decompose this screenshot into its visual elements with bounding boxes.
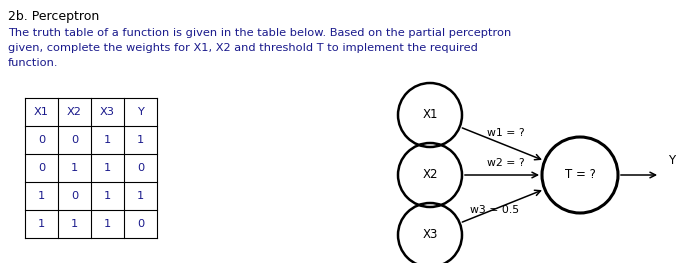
Text: w1 = ?: w1 = ? — [487, 128, 525, 138]
Text: 1: 1 — [137, 191, 144, 201]
Text: T = ?: T = ? — [565, 169, 595, 181]
Text: X2: X2 — [422, 169, 438, 181]
Text: 1: 1 — [104, 191, 111, 201]
Text: X2: X2 — [67, 107, 82, 117]
Text: w3 = 0.5: w3 = 0.5 — [470, 205, 519, 215]
Text: w2 = ?: w2 = ? — [487, 158, 525, 168]
Text: 0: 0 — [38, 163, 45, 173]
Text: X1: X1 — [34, 107, 49, 117]
Text: function.: function. — [8, 58, 59, 68]
Text: 1: 1 — [137, 135, 144, 145]
Text: 0: 0 — [71, 135, 78, 145]
Text: 1: 1 — [71, 219, 78, 229]
Text: 1: 1 — [71, 163, 78, 173]
Text: given, complete the weights for X1, X2 and threshold T to implement the required: given, complete the weights for X1, X2 a… — [8, 43, 478, 53]
Text: 1: 1 — [38, 219, 45, 229]
Text: 1: 1 — [104, 219, 111, 229]
Text: X3: X3 — [100, 107, 115, 117]
Text: X3: X3 — [422, 229, 437, 241]
Text: The truth table of a function is given in the table below. Based on the partial : The truth table of a function is given i… — [8, 28, 511, 38]
Text: 0: 0 — [137, 163, 144, 173]
Text: 2b. Perceptron: 2b. Perceptron — [8, 10, 99, 23]
Text: X1: X1 — [422, 109, 438, 122]
Text: Y: Y — [137, 107, 144, 117]
Text: 0: 0 — [137, 219, 144, 229]
Text: 0: 0 — [71, 191, 78, 201]
Text: 1: 1 — [38, 191, 45, 201]
Text: 0: 0 — [38, 135, 45, 145]
Text: 1: 1 — [104, 135, 111, 145]
Text: Y: Y — [668, 154, 675, 166]
Text: 1: 1 — [104, 163, 111, 173]
